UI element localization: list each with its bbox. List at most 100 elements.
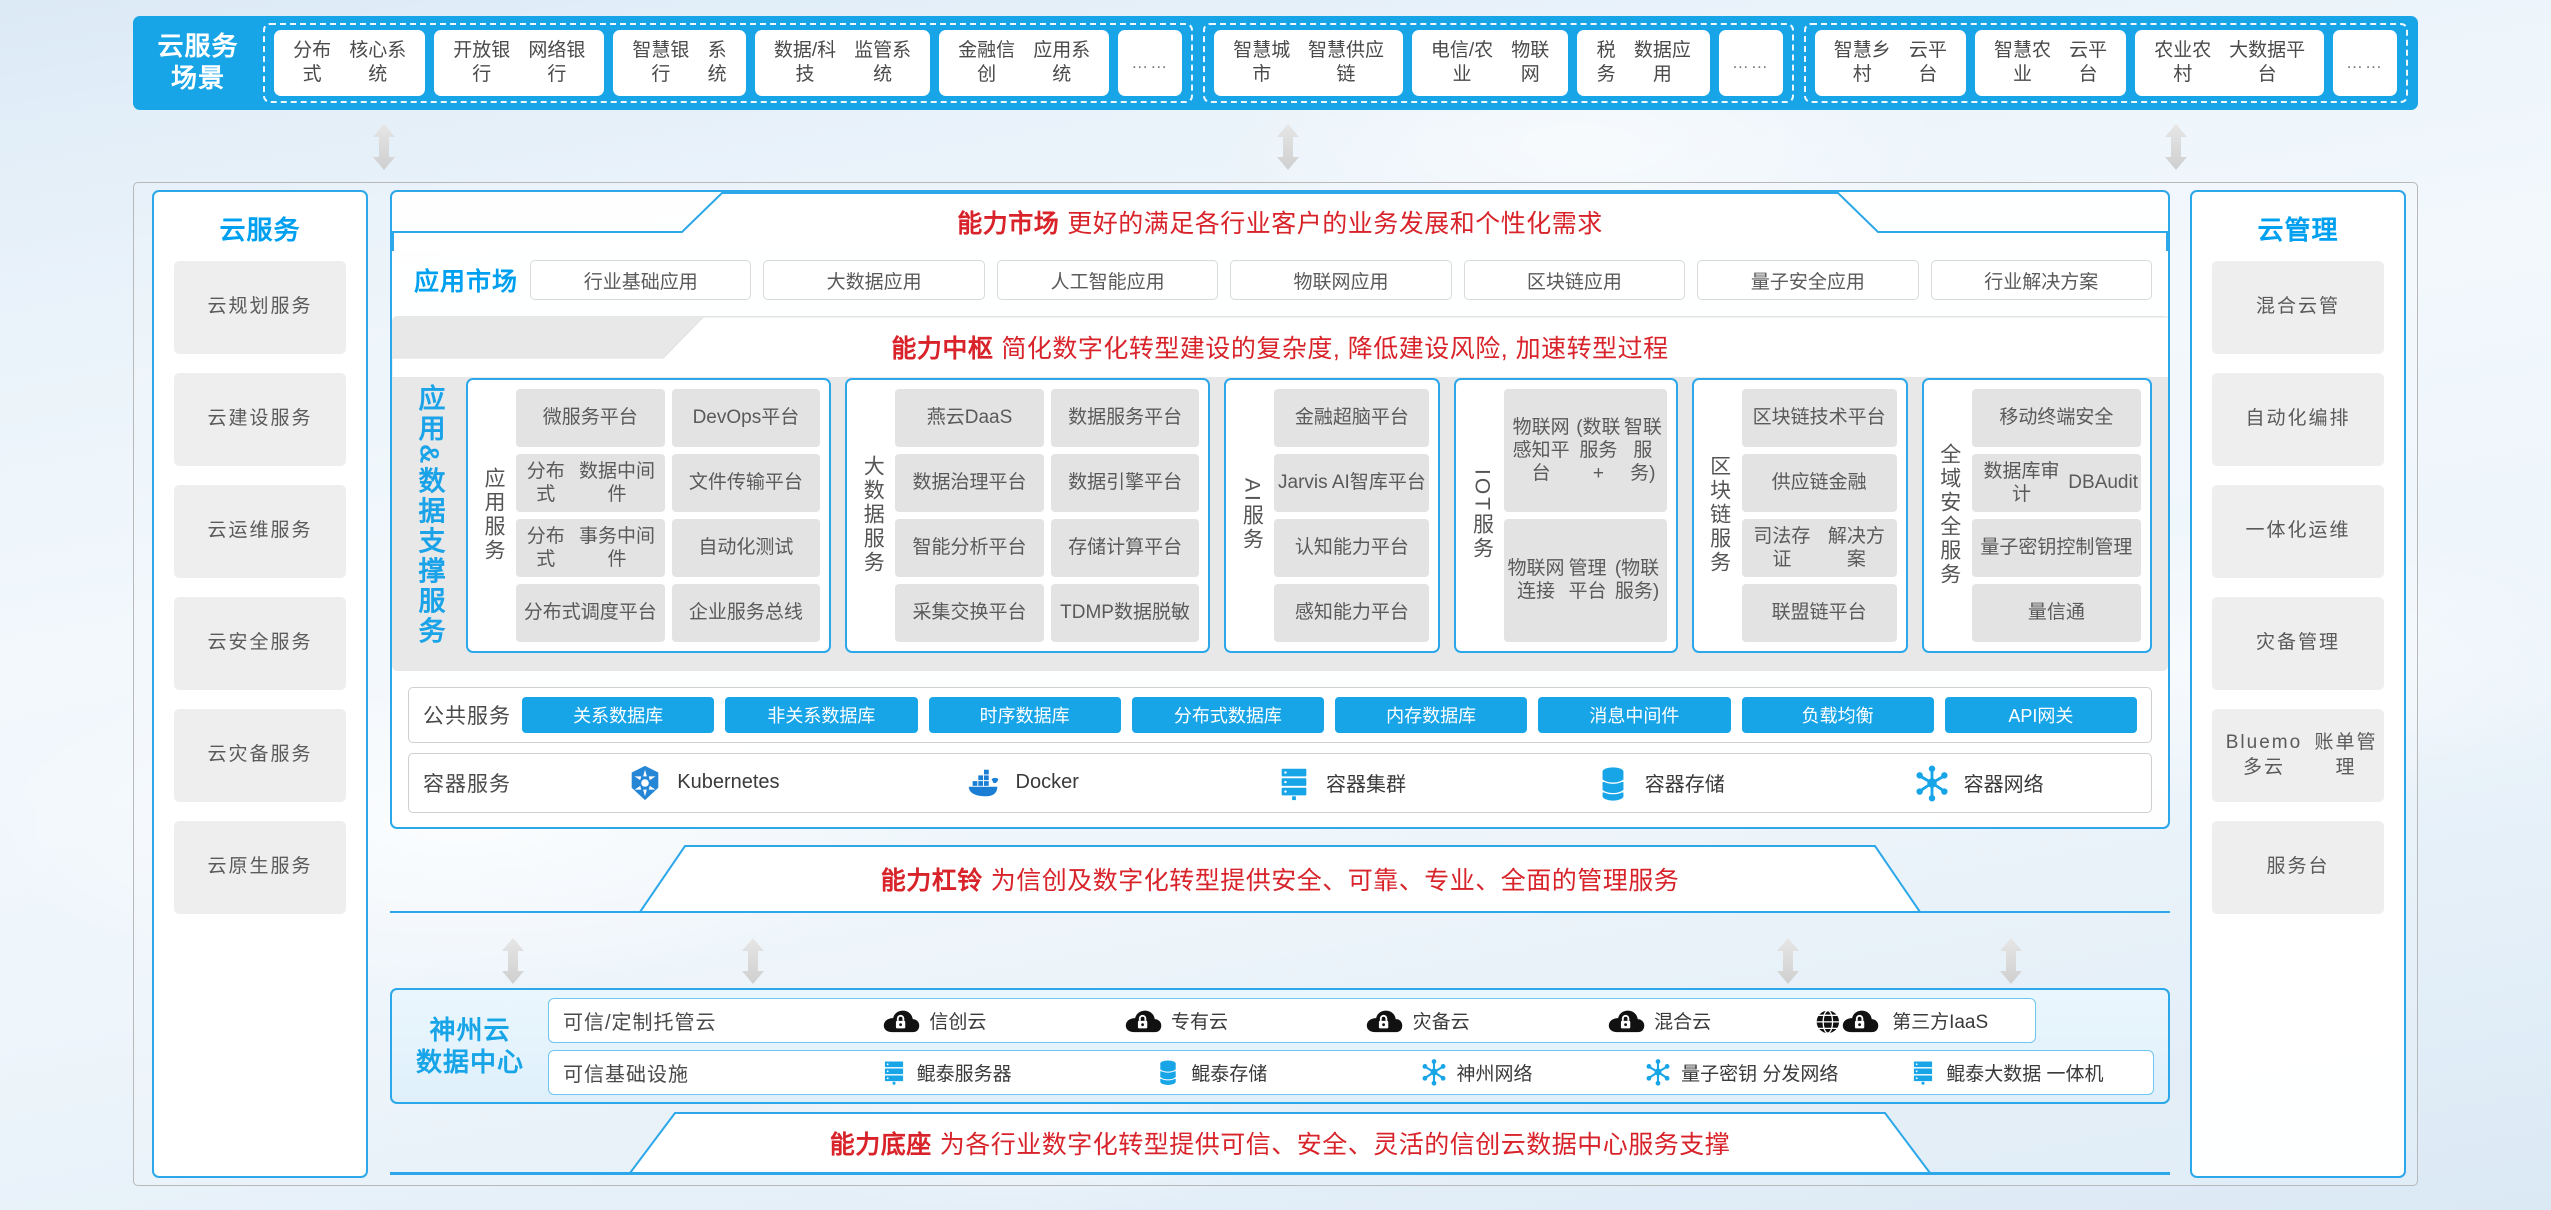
- service-chip[interactable]: 物联网连接 管理平台 (物联服务): [1504, 518, 1667, 642]
- capability-foundation-banner-inner: 能力底座 为各行业数字化转型提供可信、安全、灵活的信创云数据中心服务支撑: [390, 1112, 2170, 1174]
- service-group-columns: 物联网感知平台 (数联服务+ 智联服务) 物联网连接 管理平台 (物联服务): [1504, 389, 1667, 642]
- service-chip[interactable]: 分布式 数据中间件: [516, 453, 665, 512]
- scene-chip[interactable]: 智慧农业 云平台: [1975, 30, 2127, 96]
- application-market-chip[interactable]: 大数据应用: [763, 260, 985, 300]
- data-center-item[interactable]: 鲲泰大数据 一体机: [1874, 1058, 2139, 1086]
- service-chip[interactable]: 感知能力 平台: [1274, 583, 1430, 642]
- data-center-item[interactable]: 鲲泰服务器: [813, 1058, 1078, 1086]
- service-chip[interactable]: 存储计算 平台: [1050, 518, 1200, 577]
- application-market-chip[interactable]: 量子安全应用: [1697, 260, 1919, 300]
- data-center-item[interactable]: 信创云: [813, 1006, 1055, 1034]
- cloud-service-item[interactable]: 云安全服务: [174, 597, 346, 690]
- data-center-item[interactable]: 第三方IaaS: [1779, 1006, 2021, 1034]
- service-chip[interactable]: 认知能力 平台: [1274, 518, 1430, 577]
- cloud-lock-icon: [1364, 1006, 1403, 1034]
- container-service-item[interactable]: Kubernetes: [543, 763, 862, 803]
- service-chip[interactable]: 分布式 调度平台: [516, 583, 665, 642]
- service-chip[interactable]: 量子密钥 控制管理: [1971, 518, 2141, 577]
- scene-chip[interactable]: 智慧乡村 云平台: [1814, 30, 1967, 96]
- service-chip[interactable]: 金融超脑 平台: [1274, 389, 1430, 447]
- cloud-service-item[interactable]: 云原生服务: [174, 821, 346, 914]
- scene-chip[interactable]: 智慧城市 智慧供应链: [1214, 30, 1403, 96]
- cloud-management-item[interactable]: Bluemo多云 账单管理: [2212, 709, 2384, 802]
- data-center-item[interactable]: 专有云: [1055, 1006, 1297, 1034]
- cloud-service-item[interactable]: 云灾备服务: [174, 709, 346, 802]
- cloud-service-item[interactable]: 云建设服务: [174, 373, 346, 466]
- scene-chip[interactable]: 税务 数据应用: [1577, 30, 1710, 96]
- data-center-item[interactable]: 神州网络: [1343, 1058, 1608, 1086]
- service-chip[interactable]: 智能分析 平台: [895, 518, 1044, 577]
- public-service-chip[interactable]: 非关系数据库: [725, 696, 918, 733]
- scene-chip-more[interactable]: ……: [1118, 30, 1183, 96]
- service-chip[interactable]: 企业 服务总线: [671, 583, 821, 642]
- service-chip[interactable]: 物联网感知平台 (数联服务+ 智联服务): [1504, 389, 1667, 512]
- server-icon: [1274, 763, 1314, 803]
- cloud-management-item[interactable]: 混合云管: [2212, 261, 2384, 354]
- service-chip[interactable]: 分布式 事务中间件: [516, 518, 665, 577]
- service-chip[interactable]: Jarvis AI 智库平台: [1274, 453, 1430, 512]
- container-service-item[interactable]: 容器存储: [1499, 763, 1818, 803]
- application-market-chip[interactable]: 物联网应用: [1230, 260, 1452, 300]
- scene-chip[interactable]: 金融信创 应用系统: [939, 30, 1110, 96]
- capability-lever-banner-text: 能力杠铃 为信创及数字化转型提供安全、可靠、专业、全面的管理服务: [881, 861, 1680, 897]
- service-chip[interactable]: 区块链 技术平台: [1741, 389, 1897, 447]
- public-service-chip[interactable]: 时序数据库: [928, 696, 1121, 733]
- container-service-item[interactable]: 容器网络: [1818, 763, 2137, 803]
- service-chip[interactable]: 数据服务 平台: [1050, 389, 1200, 447]
- service-chip[interactable]: 采集交换 平台: [895, 583, 1044, 642]
- left-col-items: 云规划服务云建设服务云运维服务云安全服务云灾备服务云原生服务: [174, 261, 346, 914]
- scene-chip[interactable]: 农业农村 大数据平台: [2135, 30, 2324, 96]
- data-center-item[interactable]: 量子密钥 分发网络: [1609, 1058, 1874, 1086]
- application-market-chip[interactable]: 人工智能应用: [996, 260, 1219, 300]
- capability-hub-banner-text: 能力中枢 简化数字化转型建设的复杂度, 降低建设风险, 加速转型过程: [891, 329, 1668, 365]
- service-chip[interactable]: 数据库审计 DBAudit: [1971, 453, 2141, 512]
- service-chip[interactable]: 燕云DaaS: [895, 389, 1044, 447]
- service-chip[interactable]: TDMP 数据脱敏: [1050, 583, 1200, 642]
- public-service-chip[interactable]: 负载均衡: [1741, 696, 1934, 733]
- scene-chip[interactable]: 分布式 核心系统: [274, 30, 426, 96]
- service-chip[interactable]: 文件传输 平台: [671, 453, 821, 512]
- public-service-chip[interactable]: 消息中间件: [1538, 696, 1731, 733]
- service-chip[interactable]: 数据治理 平台: [895, 453, 1044, 512]
- cloud-service-item[interactable]: 云规划服务: [174, 261, 346, 354]
- service-chip[interactable]: 司法存证 解决方案: [1741, 518, 1897, 577]
- scene-chip[interactable]: 智慧银行 系统: [613, 30, 746, 96]
- container-service-item[interactable]: 容器集群: [1181, 763, 1500, 803]
- data-center-item[interactable]: 鲲泰存储: [1078, 1058, 1343, 1086]
- service-chip[interactable]: DevOps 平台: [671, 389, 821, 447]
- application-market-chip[interactable]: 行业解决方案: [1930, 260, 2152, 300]
- cloud-management-item[interactable]: 服务台: [2212, 821, 2384, 914]
- service-group-label: 全域安全服务: [1937, 443, 1961, 588]
- service-chip[interactable]: 供应链 金融: [1741, 453, 1897, 512]
- container-service-item[interactable]: Docker: [862, 763, 1181, 803]
- cloud-management-item[interactable]: 自动化编排: [2212, 373, 2384, 466]
- service-group-app-services: 应用服务 微服务 平台 分布式 数据中间件 分布式 事务中间件 分布式 调度平台 DevOps 平台…: [466, 378, 832, 653]
- service-chip[interactable]: 移动终端 安全: [1971, 389, 2141, 447]
- service-chip[interactable]: 微服务 平台: [516, 389, 665, 447]
- scene-chip[interactable]: 电信/农业 物联网: [1411, 30, 1569, 96]
- public-service-chip[interactable]: 关系数据库: [522, 696, 715, 733]
- scene-chip-more[interactable]: ……: [2333, 30, 2397, 96]
- service-chip[interactable]: 联盟链 平台: [1741, 583, 1897, 642]
- data-center-item-label: 鲲泰服务器: [916, 1063, 1012, 1085]
- container-service-label: Docker: [1015, 771, 1079, 793]
- data-center-item[interactable]: 灾备云: [1296, 1006, 1538, 1034]
- public-service-chip[interactable]: 内存数据库: [1335, 696, 1528, 733]
- scene-chip[interactable]: 数据/科技 监管系统: [754, 30, 931, 96]
- service-chip[interactable]: 量信通: [1971, 583, 2141, 642]
- service-chip[interactable]: 数据引擎 平台: [1050, 453, 1200, 512]
- application-market-chip[interactable]: 区块链应用: [1463, 260, 1686, 300]
- public-service-chip[interactable]: 分布式数据库: [1131, 696, 1324, 733]
- service-chip[interactable]: 自动化 测试: [671, 518, 821, 577]
- public-service-chip[interactable]: API网关: [1944, 696, 2137, 733]
- cloud-management-item[interactable]: 一体化运维: [2212, 485, 2384, 578]
- application-market-chip[interactable]: 行业基础应用: [530, 260, 752, 300]
- scene-chip[interactable]: 开放银行 网络银行: [434, 30, 605, 96]
- capability-foundation-banner-text: 能力底座 为各行业数字化转型提供可信、安全、灵活的信创云数据中心服务支撑: [830, 1125, 1731, 1161]
- data-center-item[interactable]: 混合云: [1538, 1006, 1780, 1034]
- connector-arrow-2: [1275, 124, 1301, 170]
- service-group-label: 大数据服务: [861, 455, 885, 576]
- scene-chip-more[interactable]: ……: [1718, 30, 1783, 96]
- cloud-service-item[interactable]: 云运维服务: [174, 485, 346, 578]
- cloud-management-item[interactable]: 灾备管理: [2212, 597, 2384, 690]
